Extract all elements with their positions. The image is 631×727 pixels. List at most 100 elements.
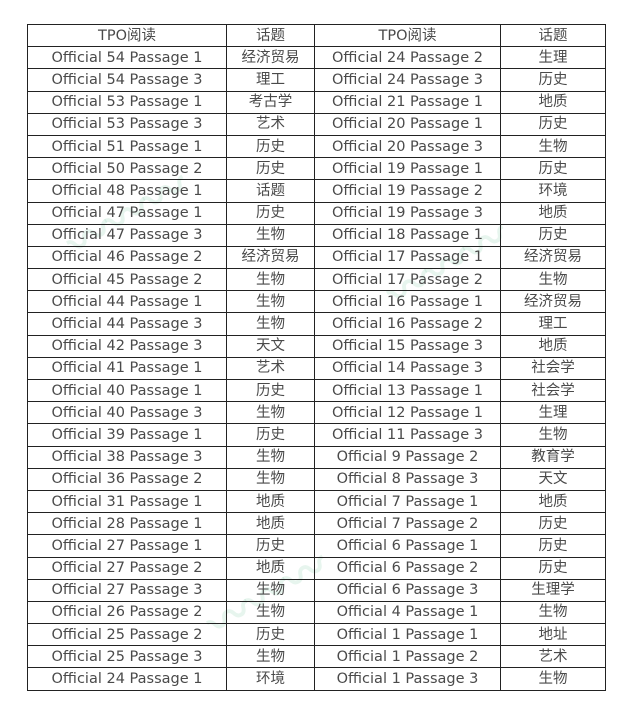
topic-cell: 生物 [226,445,315,469]
topic-cell: 历史 [226,201,315,225]
passage-cell: Official 24 Passage 3 [314,68,501,92]
table-row: Official 47 Passage 3 生物 Official 18 Passa… [27,223,606,247]
topic-cell: 生理 [500,401,606,425]
table-row: Official 42 Passage 3 天文 Official 15 Passa… [27,334,606,358]
passage-cell: Official 25 Passage 3 [27,645,227,669]
passage-cell: Official 50 Passage 2 [27,157,227,181]
topic-cell: 经济贸易 [500,290,606,314]
passage-cell: Official 40 Passage 1 [27,378,227,403]
topic-cell: 理工 [500,312,606,336]
passage-cell: Official 24 Passage 1 [27,667,227,691]
table-row: Official 31 Passage 1 地质 Official 7 Passag… [27,489,606,514]
topic-cell: 理工 [226,68,315,92]
topic-cell: 历史 [226,423,315,447]
header-topic: 话题 [226,23,315,48]
topic-cell: 地质 [500,334,606,358]
passage-cell: Official 16 Passage 1 [314,290,501,314]
topic-cell: 教育学 [500,445,606,469]
topic-cell: 环境 [500,179,606,203]
passage-cell: Official 25 Passage 2 [27,623,227,647]
passage-cell: Official 1 Passage 2 [314,645,501,669]
topic-cell: 历史 [226,157,315,181]
header-row: TPO阅读 话题 TPO阅读 话题 [27,23,606,48]
passage-cell: Official 31 Passage 1 [27,489,227,514]
passage-cell: Official 6 Passage 1 [314,534,501,558]
topic-cell: 历史 [226,623,315,647]
table-row: Official 53 Passage 3 艺术 Official 20 Passa… [27,112,606,136]
topic-cell: 地质 [226,489,315,514]
topic-cell: 历史 [500,157,606,181]
topic-cell: 经济贸易 [226,46,315,70]
topic-cell: 天文 [500,467,606,491]
topic-cell: 生物 [226,467,315,491]
table-row: Official 47 Passage 1 历史 Official 19 Passa… [27,201,606,225]
passage-cell: Official 6 Passage 3 [314,578,501,602]
passage-cell: Official 46 Passage 2 [27,245,227,270]
passage-cell: Official 24 Passage 2 [314,46,501,70]
passage-cell: Official 53 Passage 3 [27,112,227,136]
topic-cell: 生物 [226,401,315,425]
passage-cell: Official 42 Passage 3 [27,334,227,358]
topic-cell: 生物 [500,423,606,447]
passage-cell: Official 11 Passage 3 [314,423,501,447]
passage-cell: Official 13 Passage 1 [314,378,501,403]
passage-cell: Official 6 Passage 2 [314,556,501,580]
passage-cell: Official 27 Passage 2 [27,556,227,580]
topic-cell: 生物 [500,134,606,159]
table-row: Official 40 Passage 3 生物 Official 12 Passa… [27,401,606,425]
topic-cell: 生理学 [500,578,606,602]
passage-cell: Official 16 Passage 2 [314,312,501,336]
table-row: Official 54 Passage 3 理工 Official 24 Passa… [27,68,606,92]
passage-cell: Official 27 Passage 1 [27,534,227,558]
passage-cell: Official 48 Passage 1 [27,179,227,203]
passage-cell: Official 17 Passage 2 [314,268,501,292]
topic-cell: 生物 [226,645,315,669]
topic-cell: 艺术 [500,645,606,669]
topic-cell: 艺术 [226,112,315,136]
passage-cell: Official 1 Passage 3 [314,667,501,691]
topic-cell: 历史 [500,534,606,558]
passage-cell: Official 54 Passage 3 [27,68,227,92]
topic-cell: 地质 [500,489,606,514]
passage-cell: Official 7 Passage 1 [314,489,501,514]
passage-cell: Official 1 Passage 1 [314,623,501,647]
table-row: Official 28 Passage 1 地质 Official 7 Passag… [27,512,606,536]
passage-cell: Official 51 Passage 1 [27,134,227,159]
passage-cell: Official 18 Passage 1 [314,223,501,247]
topic-cell: 生物 [226,600,315,625]
topic-cell: 考古学 [226,90,315,114]
table-row: Official 38 Passage 3 生物 Official 9 Passag… [27,445,606,469]
table-row: Official 54 Passage 1 经济贸易 Official 24 Pas… [27,46,606,70]
table-row: Official 25 Passage 2 历史 Official 1 Passag… [27,623,606,647]
table-row: Official 25 Passage 3 生物 Official 1 Passag… [27,645,606,669]
passage-cell: Official 41 Passage 1 [27,356,227,381]
topic-cell: 生物 [226,223,315,247]
table-row: Official 27 Passage 1 历史 Official 6 Passag… [27,534,606,558]
topic-cell: 生物 [226,268,315,292]
topic-cell: 天文 [226,334,315,358]
topic-cell: 生物 [500,600,606,625]
table-row: Official 39 Passage 1 历史 Official 11 Passa… [27,423,606,447]
topic-cell: 生物 [226,578,315,602]
topic-cell: 历史 [500,223,606,247]
passage-cell: Official 28 Passage 1 [27,512,227,536]
passage-cell: Official 44 Passage 3 [27,312,227,336]
passage-cell: Official 54 Passage 1 [27,46,227,70]
passage-cell: Official 19 Passage 2 [314,179,501,203]
passage-cell: Official 39 Passage 1 [27,423,227,447]
topic-cell: 经济贸易 [500,245,606,270]
topic-cell: 经济贸易 [226,245,315,270]
table-row: Official 24 Passage 1 环境 Official 1 Passag… [27,667,606,691]
table-row: Official 50 Passage 2 历史 Official 19 Passa… [27,157,606,181]
passage-cell: Official 4 Passage 1 [314,600,501,625]
table-row: Official 41 Passage 1 艺术 Official 14 Passa… [27,356,606,381]
topic-cell: 地质 [226,512,315,536]
passage-cell: Official 8 Passage 3 [314,467,501,491]
passage-cell: Official 45 Passage 2 [27,268,227,292]
table-row: Official 27 Passage 2 地质 Official 6 Passag… [27,556,606,580]
table-row: Official 36 Passage 2 生物 Official 8 Passag… [27,467,606,491]
table-row: Official 48 Passage 1 话题 Official 19 Passa… [27,179,606,203]
passage-cell: Official 19 Passage 3 [314,201,501,225]
passage-cell: Official 36 Passage 2 [27,467,227,491]
topic-cell: 生物 [226,290,315,314]
